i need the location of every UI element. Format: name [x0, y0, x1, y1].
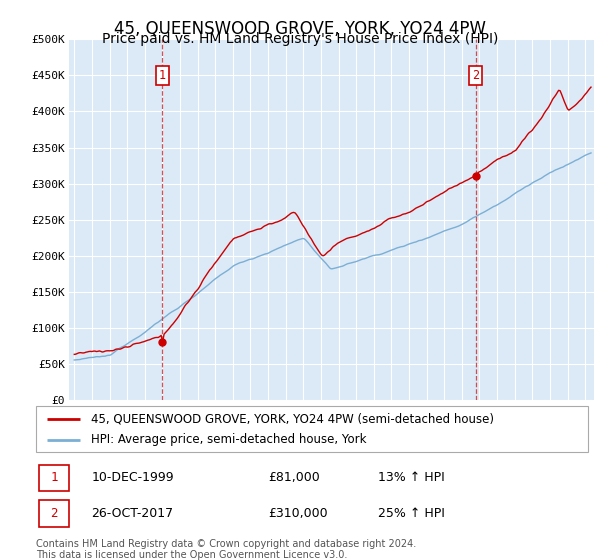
FancyBboxPatch shape: [39, 465, 69, 491]
Text: 1: 1: [50, 471, 58, 484]
Text: 45, QUEENSWOOD GROVE, YORK, YO24 4PW: 45, QUEENSWOOD GROVE, YORK, YO24 4PW: [114, 20, 486, 38]
Text: 10-DEC-1999: 10-DEC-1999: [91, 471, 174, 484]
Text: Price paid vs. HM Land Registry's House Price Index (HPI): Price paid vs. HM Land Registry's House …: [102, 32, 498, 46]
FancyBboxPatch shape: [36, 406, 588, 452]
Text: 45, QUEENSWOOD GROVE, YORK, YO24 4PW (semi-detached house): 45, QUEENSWOOD GROVE, YORK, YO24 4PW (se…: [91, 412, 494, 426]
Text: £81,000: £81,000: [268, 471, 320, 484]
Text: 2: 2: [50, 507, 58, 520]
Text: Contains HM Land Registry data © Crown copyright and database right 2024.
This d: Contains HM Land Registry data © Crown c…: [36, 539, 416, 560]
Text: 1: 1: [159, 69, 166, 82]
FancyBboxPatch shape: [39, 500, 69, 527]
Text: HPI: Average price, semi-detached house, York: HPI: Average price, semi-detached house,…: [91, 433, 367, 446]
Text: 26-OCT-2017: 26-OCT-2017: [91, 507, 173, 520]
Text: 2: 2: [472, 69, 479, 82]
Text: 25% ↑ HPI: 25% ↑ HPI: [378, 507, 445, 520]
Text: £310,000: £310,000: [268, 507, 328, 520]
Text: 13% ↑ HPI: 13% ↑ HPI: [378, 471, 445, 484]
